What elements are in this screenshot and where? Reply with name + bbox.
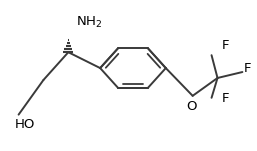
Text: F: F (222, 39, 229, 52)
Text: F: F (222, 92, 229, 105)
Text: O: O (187, 100, 197, 113)
Text: F: F (243, 62, 251, 75)
Text: HO: HO (15, 118, 35, 131)
Text: NH$_2$: NH$_2$ (76, 14, 103, 30)
